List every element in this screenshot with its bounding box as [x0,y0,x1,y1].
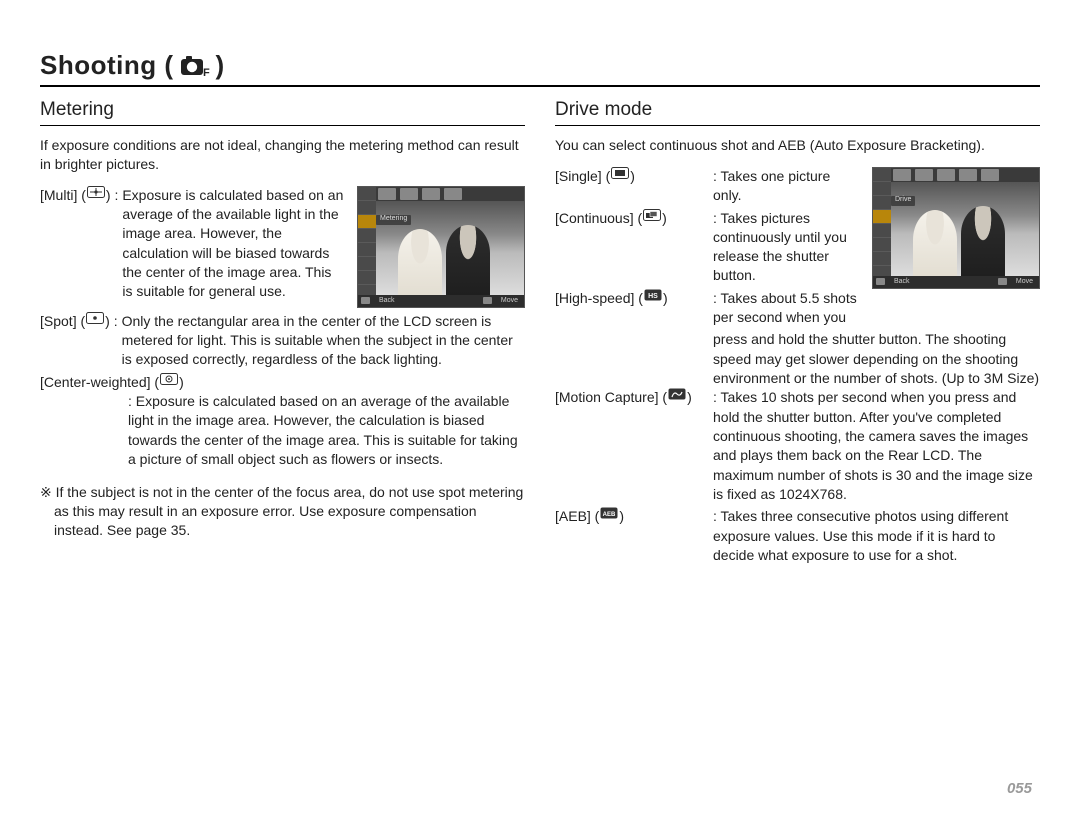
aeb-desc: : Takes three consecutive photos using d… [713,507,1040,565]
center-desc: : Exposure is calculated based on an ave… [128,392,525,469]
spot-label-end: ) : [105,312,117,331]
page-title-row: Shooting ( Fn ) [40,50,1040,87]
page-title-suffix: ) [216,50,225,81]
page-number: 055 [1007,780,1032,797]
motion-desc: : Takes 10 shots per second when you pre… [713,388,1040,504]
metering-multi-block: [Multi] ( ) : Exposure is calculated bas… [40,186,345,308]
back-label: Back [379,297,395,304]
back-icon [876,278,885,285]
left-column: Metering If exposure conditions are not … [40,99,525,568]
metering-intro: If exposure conditions are not ideal, ch… [40,136,525,174]
motion-label-end: ) [687,388,692,407]
page-title-prefix: Shooting ( [40,50,174,81]
move-icon [998,278,1007,285]
single-label-end: ) [630,167,635,186]
drive-content: [Single] ( ) : Takes one picture only. [… [555,167,1040,331]
right-column: Drive mode You can select continuous sho… [555,99,1040,568]
drive-screenshot-label: Drive [891,196,915,206]
metering-screenshot: Metering Back Move [357,186,525,308]
motion-row: [Motion Capture] ( ) : Takes 10 shots pe… [555,388,1040,505]
center-label-end: ) [179,373,184,392]
spot-row: [Spot] ( ) : Only the rectangular area i… [40,312,525,371]
continuous-label: [Continuous] ( [555,209,642,228]
highspeed-label: [High-speed] ( [555,289,643,308]
single-label: [Single] ( [555,167,610,186]
aeb-row: [AEB] ( AEB ) : Takes three consecutive … [555,507,1040,566]
svg-text:HS: HS [648,293,658,300]
svg-text:AEB: AEB [603,512,616,518]
drive-intro: You can select continuous shot and AEB (… [555,136,1040,155]
two-column-layout: Metering If exposure conditions are not … [40,99,1040,568]
back-icon [361,297,370,304]
metering-note: ※ If the subject is not in the center of… [40,483,525,540]
back-label2: Back [894,278,910,285]
metering-screenshot-label: Metering [376,215,411,225]
camera-fn-icon: Fn [180,54,210,78]
single-icon [611,167,629,179]
single-desc: : Takes one picture only. [713,167,860,206]
move-label2: Move [1016,278,1033,285]
motion-capture-icon [668,388,686,400]
drive-screenshot: Drive Back Move [872,167,1040,289]
motion-label: [Motion Capture] ( [555,388,667,407]
highspeed-desc-part2: press and hold the shutter button. The s… [713,330,1040,388]
metering-heading: Metering [40,99,525,126]
spot-desc: Only the rectangular area in the center … [122,312,525,370]
manual-page: Shooting ( Fn ) Metering If exposure con… [0,0,1080,815]
multi-label-end: ) : [106,186,118,205]
spot-label: [Spot] ( [40,312,85,331]
continuous-desc: : Takes pictures continuously until you … [713,209,860,286]
move-label: Move [501,297,518,304]
highspeed-cont: press and hold the shutter button. The s… [555,330,1040,388]
multi-icon [87,186,105,198]
move-icon [483,297,492,304]
svg-text:Fn: Fn [203,67,210,78]
aeb-icon: AEB [600,507,618,519]
multi-label: [Multi] ( [40,186,86,205]
aeb-label: [AEB] ( [555,507,599,526]
center-row: [Center-weighted] ( ) : Exposure is calc… [40,373,525,470]
highspeed-desc-part1: : Takes about 5.5 shots per second when … [713,289,860,328]
metering-content: [Multi] ( ) : Exposure is calculated bas… [40,186,525,308]
multi-desc: Exposure is calculated based on an avera… [122,186,345,302]
center-weighted-icon [160,373,178,385]
highspeed-label-end: ) [663,289,668,308]
drive-heading: Drive mode [555,99,1040,126]
highspeed-icon: HS [644,289,662,301]
aeb-label-end: ) [619,507,624,526]
continuous-icon [643,209,661,221]
center-label: [Center-weighted] ( [40,373,159,392]
spot-icon [86,312,104,324]
drive-first-block: [Single] ( ) : Takes one picture only. [… [555,167,860,331]
continuous-label-end: ) [662,209,667,228]
